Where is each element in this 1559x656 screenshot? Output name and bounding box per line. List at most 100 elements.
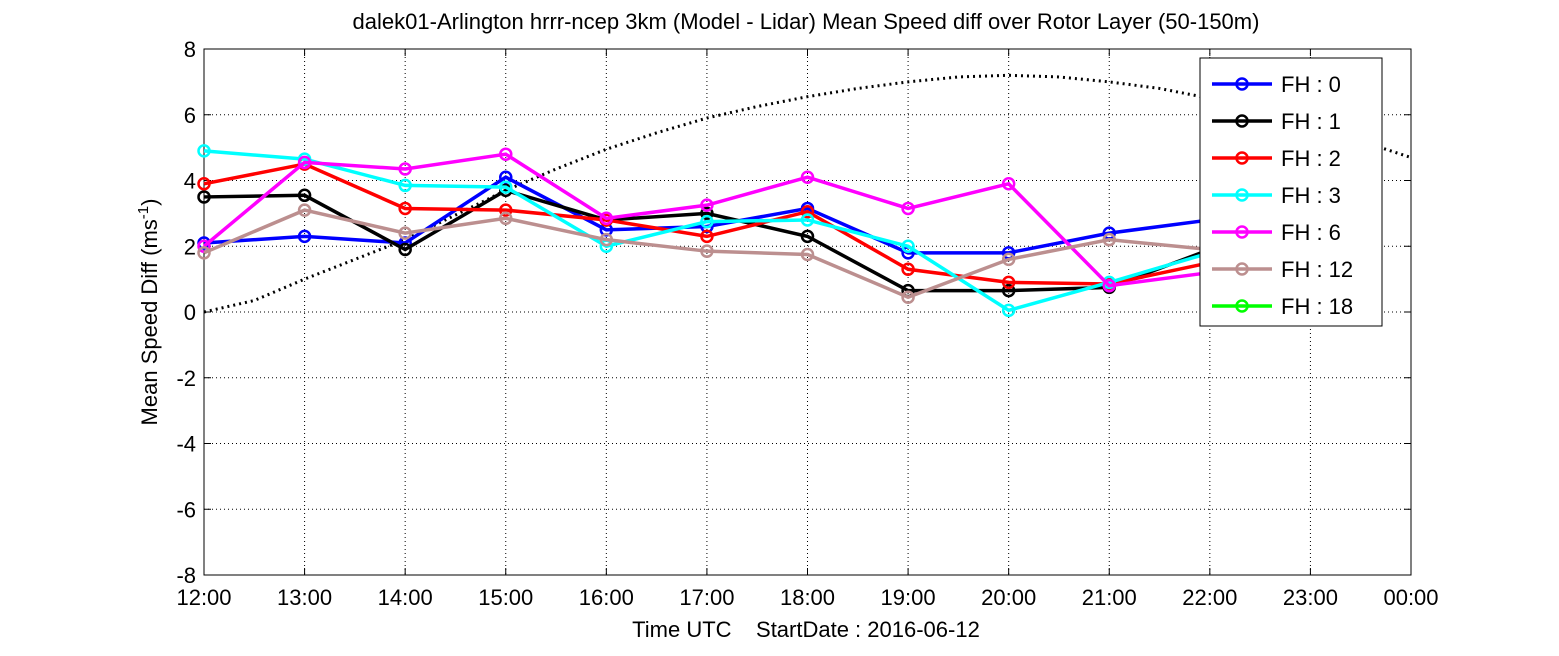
x-tick-label: 00:00 — [1383, 585, 1438, 610]
data-point — [398, 178, 412, 193]
legend: FH : 0 FH : 1 FH : 2 FH : 3 FH : 6 FH : 12 FH … — [1199, 57, 1383, 327]
y-axis-label-end: ) — [137, 199, 162, 206]
data-point — [700, 244, 714, 258]
series-line — [203, 208, 1211, 300]
data-point — [800, 213, 815, 227]
data-point — [1001, 283, 1016, 298]
y-tick-label: 8 — [184, 37, 196, 62]
data-point — [197, 177, 211, 191]
legend-label: FH : 12 — [1281, 257, 1353, 282]
data-point — [297, 229, 312, 244]
legend-item: FH : 1 — [1212, 109, 1341, 134]
data-point — [398, 162, 412, 176]
legend-marker — [1235, 151, 1249, 165]
legend-marker — [1235, 114, 1249, 128]
data-point — [800, 204, 815, 219]
data-point — [1001, 275, 1016, 290]
data-point — [901, 290, 915, 304]
legend-label: FH : 0 — [1281, 72, 1341, 97]
data-point — [800, 247, 815, 262]
data-point — [297, 155, 312, 170]
data-point — [1102, 232, 1116, 247]
data-point — [700, 229, 714, 244]
legend-item: FH : 2 — [1212, 146, 1341, 171]
data-point — [901, 239, 915, 253]
y-tick-label: -4 — [176, 432, 196, 457]
data-point — [297, 203, 312, 217]
y-tick-label: 4 — [184, 169, 196, 194]
legend-box — [1199, 57, 1383, 327]
x-tick-label: 21:00 — [1082, 585, 1137, 610]
y-axis-label: Mean Speed Diff (ms-1) — [135, 199, 162, 426]
x-tick-label: 23:00 — [1283, 585, 1338, 610]
data-point — [599, 232, 614, 247]
data-point — [901, 201, 915, 216]
series-line — [203, 149, 1211, 313]
y-tick-label: -2 — [176, 366, 196, 391]
data-point — [1102, 278, 1116, 293]
data-point — [800, 170, 815, 184]
series-line — [202, 152, 1211, 288]
data-point — [398, 242, 412, 257]
y-tick-label: 2 — [184, 234, 196, 259]
reference-curve-line — [203, 73, 1412, 314]
x-tick-label: 16:00 — [579, 585, 634, 610]
series-line — [203, 188, 1211, 293]
data-point — [901, 262, 915, 277]
legend-label: FH : 2 — [1281, 146, 1341, 171]
x-tick-label: 14:00 — [378, 585, 433, 610]
x-tick-label: 19:00 — [881, 585, 936, 610]
legend-marker — [1235, 188, 1249, 202]
series-fh-12 — [197, 203, 1217, 304]
x-tick-label: 13:00 — [277, 585, 332, 610]
x-tick-label: 12:00 — [176, 585, 231, 610]
legend-marker — [1235, 299, 1249, 313]
legend-item: FH : 18 — [1212, 294, 1353, 319]
legend-item: FH : 3 — [1212, 183, 1341, 208]
x-tick-label: 18:00 — [780, 585, 835, 610]
legend-label: FH : 18 — [1281, 294, 1353, 319]
legend-label: FH : 3 — [1281, 183, 1341, 208]
data-point — [398, 226, 412, 240]
data-point — [1001, 177, 1016, 191]
legend-item: FH : 0 — [1212, 72, 1341, 97]
legend-label: FH : 1 — [1281, 109, 1341, 134]
series-line — [203, 162, 1211, 286]
y-tick-label: -8 — [176, 563, 196, 588]
x-tick-label: 15:00 — [478, 585, 533, 610]
data-point — [197, 144, 211, 158]
y-axis-label-superscript: -1 — [135, 206, 152, 219]
data-point — [499, 147, 513, 161]
y-tick-label: 0 — [184, 300, 196, 325]
data-point — [1001, 303, 1016, 318]
data-point — [700, 214, 714, 229]
legend-marker — [1235, 225, 1249, 239]
y-tick-label: 6 — [184, 103, 196, 128]
data-point — [197, 190, 211, 204]
x-tick-label: 22:00 — [1182, 585, 1237, 610]
legend-marker — [1235, 77, 1249, 91]
data-point — [499, 203, 513, 217]
y-axis: 8 6 4 2 0 -2 -4 -6 -8 — [176, 37, 1411, 588]
legend-marker — [1235, 262, 1249, 276]
series-layer — [197, 144, 1217, 318]
x-tick-label: 20:00 — [981, 585, 1036, 610]
data-point — [499, 180, 513, 194]
chart-title: dalek01-Arlington hrrr-ncep 3km (Model -… — [353, 9, 1260, 34]
data-point — [398, 201, 412, 216]
data-point — [499, 211, 513, 226]
x-tick-label: 17:00 — [679, 585, 734, 610]
legend-item: FH : 6 — [1212, 220, 1341, 245]
x-axis: 12:00 13:00 14:00 15:00 16:00 17:00 18:00 19:00… — [176, 49, 1439, 610]
y-axis-label-main: Mean Speed Diff (ms — [137, 219, 162, 425]
data-point — [197, 246, 211, 260]
y-tick-label: -6 — [176, 497, 196, 522]
data-point — [700, 198, 714, 212]
data-point — [297, 188, 312, 203]
legend-label: FH : 6 — [1281, 220, 1341, 245]
data-point — [599, 211, 614, 226]
reference-curve — [203, 73, 1412, 314]
data-point — [800, 229, 815, 244]
legend-item: FH : 12 — [1212, 257, 1353, 282]
